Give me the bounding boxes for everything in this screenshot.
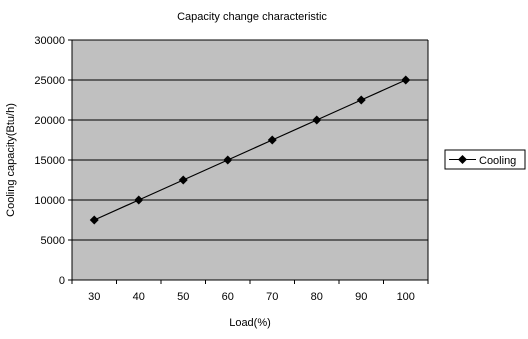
data-point-diamond [89, 215, 99, 225]
data-point-diamond [401, 75, 411, 85]
y-tick-label: 0 [59, 275, 65, 287]
x-tick-labels: 30 40 50 60 70 80 90 100 [88, 291, 415, 303]
x-axis-label: Load(%) [229, 317, 271, 329]
series-cooling [89, 75, 411, 225]
data-point-diamond [267, 135, 277, 145]
legend: Cooling [444, 149, 526, 170]
y-axis-label: Cooling capacity(Btu/h) [5, 103, 17, 217]
gridlines [72, 39, 428, 241]
x-tick-label: 100 [397, 291, 415, 303]
x-tick-label: 30 [88, 291, 100, 303]
data-point-diamond [356, 95, 366, 105]
x-tick-label: 90 [355, 291, 367, 303]
data-point-diamond [134, 195, 144, 205]
y-tick-labels: 0 5000 10000 15000 20000 25000 30000 [34, 35, 65, 287]
data-point-diamond [223, 155, 233, 165]
x-tick-label: 60 [222, 291, 234, 303]
y-tick-label: 15000 [34, 155, 65, 167]
legend-marker-diamond [458, 155, 467, 164]
y-tick-label: 10000 [34, 195, 65, 207]
y-tick-label: 30000 [34, 35, 65, 47]
legend-label-cooling: Cooling [479, 155, 516, 167]
x-tick-label: 40 [133, 291, 145, 303]
axes [68, 39, 429, 284]
chart-title: Capacity change characteristic [177, 11, 327, 23]
y-tick-label: 25000 [34, 75, 65, 87]
x-tick-label: 50 [177, 291, 189, 303]
x-tick-label: 70 [266, 291, 278, 303]
data-point-diamond [312, 115, 322, 125]
y-tick-label: 5000 [41, 235, 65, 247]
y-tick-label: 20000 [34, 115, 65, 127]
data-point-diamond [178, 175, 188, 185]
series-line-cooling [94, 79, 406, 221]
legend-box [444, 149, 526, 170]
x-tick-label: 80 [311, 291, 323, 303]
